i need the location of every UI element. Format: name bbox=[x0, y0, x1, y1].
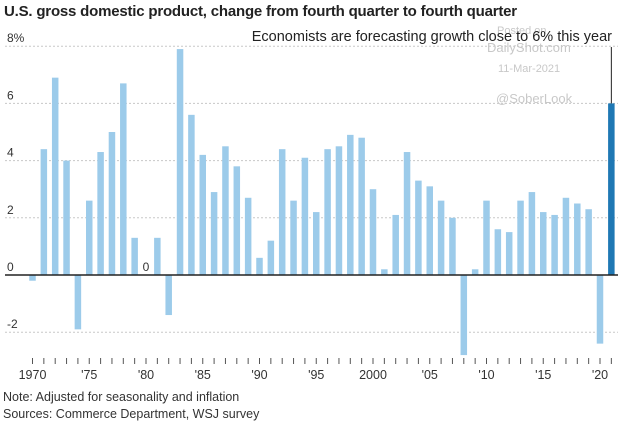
x-tick-label: '20 bbox=[592, 368, 608, 382]
x-tick-label: '85 bbox=[195, 368, 211, 382]
bar bbox=[120, 83, 127, 275]
y-axis-ticks: 8% 6 4 2 0 -2 bbox=[7, 31, 25, 331]
bar bbox=[483, 200, 490, 275]
bar bbox=[540, 212, 547, 275]
x-axis-ticks: 1970 '75 '80 '85 '90 '95 2000 '05 '10 '15 '20 bbox=[19, 358, 612, 382]
bar bbox=[347, 134, 354, 275]
y-tick-label: 6 bbox=[7, 88, 14, 102]
watermark: Posted on DailyShot.com 11-Mar-2021 @Sob… bbox=[487, 25, 573, 106]
bar bbox=[222, 146, 229, 275]
chart-sources: Sources: Commerce Department, WSJ survey bbox=[3, 407, 260, 421]
bar bbox=[165, 275, 172, 316]
bar bbox=[74, 275, 82, 330]
y-tick-label: 2 bbox=[7, 203, 14, 217]
bar bbox=[313, 212, 320, 275]
bar bbox=[505, 232, 513, 275]
bar bbox=[426, 186, 433, 275]
bar bbox=[154, 237, 161, 275]
bar bbox=[199, 154, 206, 275]
y-tick-label: 4 bbox=[7, 146, 14, 160]
bar bbox=[415, 180, 422, 275]
bar bbox=[403, 152, 411, 275]
bar bbox=[471, 269, 479, 275]
bar bbox=[596, 275, 604, 344]
forecast-bar bbox=[608, 103, 615, 276]
bar bbox=[585, 209, 592, 275]
bar bbox=[562, 197, 570, 275]
x-tick-label: '75 bbox=[81, 368, 97, 382]
y-tick-label: 0 bbox=[7, 260, 14, 274]
x-tick-label: '80 bbox=[138, 368, 154, 382]
bar bbox=[188, 114, 195, 275]
watermark-date: 11-Mar-2021 bbox=[498, 63, 560, 75]
x-tick-label: '95 bbox=[308, 368, 324, 382]
x-tick-label: '10 bbox=[478, 368, 494, 382]
bar bbox=[108, 132, 116, 275]
chart-title: U.S. gross domestic product, change from… bbox=[4, 3, 517, 20]
y-tick-label: -2 bbox=[7, 317, 18, 331]
bar bbox=[51, 77, 59, 275]
bar bbox=[244, 197, 252, 275]
bar bbox=[63, 160, 70, 275]
bar bbox=[335, 146, 343, 275]
bar bbox=[437, 200, 445, 275]
forecast-annotation: Economists are forecasting growth close … bbox=[252, 29, 612, 45]
x-tick-label: 1970 bbox=[19, 368, 47, 382]
bar bbox=[290, 200, 297, 275]
x-tick-label: '05 bbox=[422, 368, 438, 382]
watermark-handle: @SoberLook bbox=[496, 91, 573, 106]
bar bbox=[176, 49, 184, 276]
gridlines bbox=[5, 45, 618, 333]
zero-value-label: 0 bbox=[143, 260, 150, 274]
bar bbox=[40, 149, 48, 275]
watermark-site: DailyShot.com bbox=[487, 40, 571, 55]
bar bbox=[460, 275, 468, 356]
y-tick-label: 8% bbox=[7, 31, 25, 45]
bar bbox=[131, 237, 138, 275]
bar bbox=[29, 275, 36, 281]
bar bbox=[256, 257, 263, 275]
bars: 0 bbox=[29, 49, 615, 356]
bar bbox=[381, 269, 388, 275]
bar bbox=[210, 192, 218, 275]
bar bbox=[301, 157, 309, 275]
bar bbox=[278, 149, 286, 275]
x-tick-label: 2000 bbox=[359, 368, 387, 382]
bar bbox=[358, 137, 365, 275]
bar bbox=[392, 214, 399, 275]
x-tick-label: '15 bbox=[535, 368, 551, 382]
bar bbox=[528, 192, 536, 275]
bar bbox=[449, 217, 456, 275]
bar bbox=[494, 229, 502, 275]
chart-note: Note: Adjusted for seasonality and infla… bbox=[3, 390, 240, 404]
x-tick-label: '90 bbox=[251, 368, 267, 382]
bar bbox=[86, 200, 93, 275]
bar bbox=[267, 240, 275, 275]
bar bbox=[574, 203, 581, 275]
bar bbox=[97, 152, 104, 275]
bar bbox=[517, 200, 524, 275]
bar bbox=[324, 149, 331, 275]
bar bbox=[551, 214, 558, 275]
watermark-posted: Posted on bbox=[497, 25, 547, 37]
bar bbox=[369, 189, 377, 275]
bar bbox=[233, 166, 241, 275]
